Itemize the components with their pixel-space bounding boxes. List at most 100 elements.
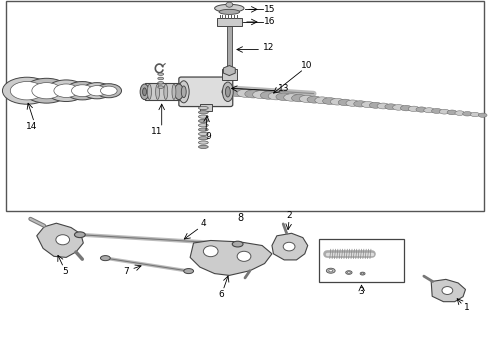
Ellipse shape [360, 272, 365, 275]
Ellipse shape [315, 97, 329, 104]
Ellipse shape [245, 90, 262, 98]
Bar [222, 69, 237, 80]
Ellipse shape [362, 273, 364, 274]
Ellipse shape [347, 272, 350, 273]
Ellipse shape [100, 86, 117, 95]
Ellipse shape [478, 113, 487, 117]
FancyBboxPatch shape [179, 77, 233, 107]
Circle shape [237, 251, 251, 261]
Ellipse shape [463, 112, 472, 116]
Circle shape [442, 287, 453, 294]
Ellipse shape [408, 106, 419, 112]
Ellipse shape [455, 111, 465, 115]
Ellipse shape [416, 107, 427, 112]
Ellipse shape [72, 85, 93, 97]
Ellipse shape [392, 105, 404, 110]
Ellipse shape [346, 100, 359, 106]
Ellipse shape [32, 83, 61, 99]
Ellipse shape [329, 270, 333, 272]
Ellipse shape [219, 9, 240, 14]
Ellipse shape [276, 93, 292, 100]
Text: 1: 1 [464, 303, 469, 312]
Circle shape [56, 235, 70, 245]
Ellipse shape [88, 86, 106, 96]
Text: 11: 11 [151, 127, 163, 136]
Polygon shape [272, 233, 308, 260]
Bar [145, 83, 179, 100]
Ellipse shape [181, 86, 186, 98]
Circle shape [283, 242, 295, 251]
Ellipse shape [225, 87, 230, 97]
Text: 6: 6 [219, 289, 224, 299]
Ellipse shape [147, 84, 151, 99]
Polygon shape [190, 240, 272, 275]
Bar [200, 104, 212, 111]
Ellipse shape [82, 83, 112, 99]
Circle shape [203, 246, 218, 257]
Ellipse shape [385, 104, 397, 109]
Text: 4: 4 [200, 219, 206, 228]
Text: 3: 3 [359, 287, 365, 296]
Polygon shape [37, 223, 83, 257]
Ellipse shape [432, 108, 442, 113]
Ellipse shape [198, 115, 208, 118]
Ellipse shape [362, 102, 374, 108]
Ellipse shape [198, 141, 208, 144]
Ellipse shape [470, 112, 480, 117]
Ellipse shape [158, 73, 164, 75]
Ellipse shape [400, 105, 412, 111]
Ellipse shape [2, 77, 51, 104]
Circle shape [226, 2, 233, 7]
Ellipse shape [158, 86, 164, 88]
Ellipse shape [158, 82, 164, 84]
Ellipse shape [198, 128, 208, 131]
Ellipse shape [156, 84, 160, 99]
Ellipse shape [96, 84, 122, 98]
Ellipse shape [47, 80, 86, 102]
Ellipse shape [424, 108, 435, 113]
Ellipse shape [158, 77, 164, 80]
Ellipse shape [198, 107, 208, 110]
Ellipse shape [260, 91, 277, 99]
Ellipse shape [178, 81, 189, 103]
Text: 14: 14 [26, 122, 38, 131]
Ellipse shape [198, 132, 208, 135]
Ellipse shape [299, 95, 314, 103]
Ellipse shape [198, 136, 208, 140]
Bar [217, 18, 242, 26]
Text: 13: 13 [278, 84, 290, 93]
Ellipse shape [232, 241, 243, 247]
Ellipse shape [222, 82, 233, 102]
Ellipse shape [326, 268, 335, 273]
Ellipse shape [229, 88, 246, 96]
Ellipse shape [447, 110, 457, 115]
Ellipse shape [268, 92, 284, 100]
Polygon shape [431, 279, 465, 302]
Ellipse shape [184, 269, 194, 274]
Ellipse shape [377, 103, 390, 109]
Ellipse shape [140, 84, 149, 100]
Text: 8: 8 [237, 213, 243, 223]
Text: 7: 7 [123, 267, 129, 276]
Ellipse shape [215, 4, 244, 12]
Ellipse shape [354, 101, 367, 107]
Ellipse shape [369, 102, 382, 108]
Ellipse shape [284, 94, 299, 101]
Ellipse shape [307, 96, 322, 103]
Ellipse shape [198, 123, 208, 127]
Ellipse shape [174, 84, 183, 100]
Ellipse shape [346, 271, 352, 274]
Ellipse shape [322, 98, 337, 104]
Text: 10: 10 [300, 61, 312, 70]
Ellipse shape [330, 98, 344, 105]
Ellipse shape [198, 145, 208, 149]
Bar [227, 26, 232, 73]
Bar [318, 239, 404, 282]
Text: 15: 15 [264, 5, 275, 14]
Text: 16: 16 [264, 18, 275, 27]
Ellipse shape [338, 99, 352, 106]
Ellipse shape [10, 82, 44, 100]
Ellipse shape [24, 78, 69, 103]
Ellipse shape [100, 256, 110, 261]
Ellipse shape [164, 84, 168, 99]
